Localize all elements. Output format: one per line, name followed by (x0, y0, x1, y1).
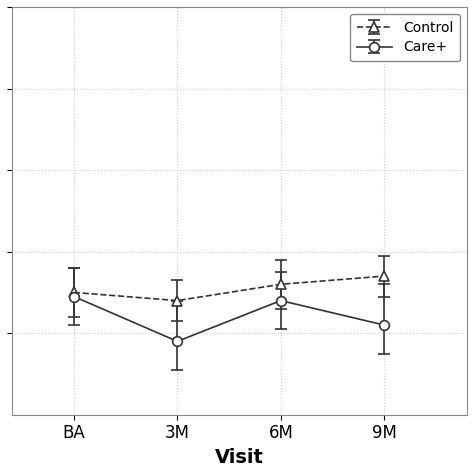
Legend: Control, Care+: Control, Care+ (350, 14, 460, 61)
X-axis label: Visit: Visit (215, 448, 264, 467)
